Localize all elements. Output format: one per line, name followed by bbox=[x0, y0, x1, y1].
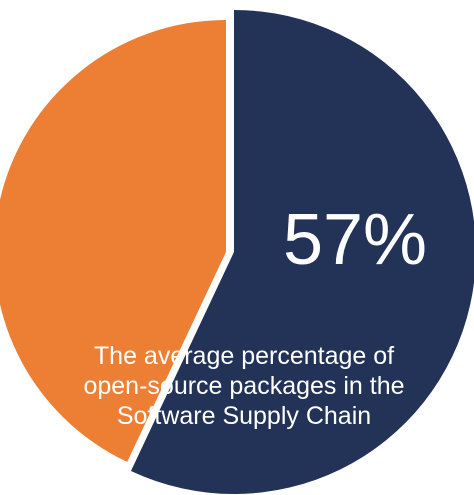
pie-slices bbox=[0, 10, 474, 494]
caption-line-3: Software Supply Chain bbox=[117, 402, 371, 430]
caption-line-2: open-source packages in the bbox=[83, 372, 404, 400]
pie-slice-open-source bbox=[130, 10, 474, 494]
pie-slice-other bbox=[0, 20, 226, 462]
percentage-label: 57% bbox=[283, 200, 427, 280]
caption-line-1: The average percentage of bbox=[94, 342, 394, 370]
